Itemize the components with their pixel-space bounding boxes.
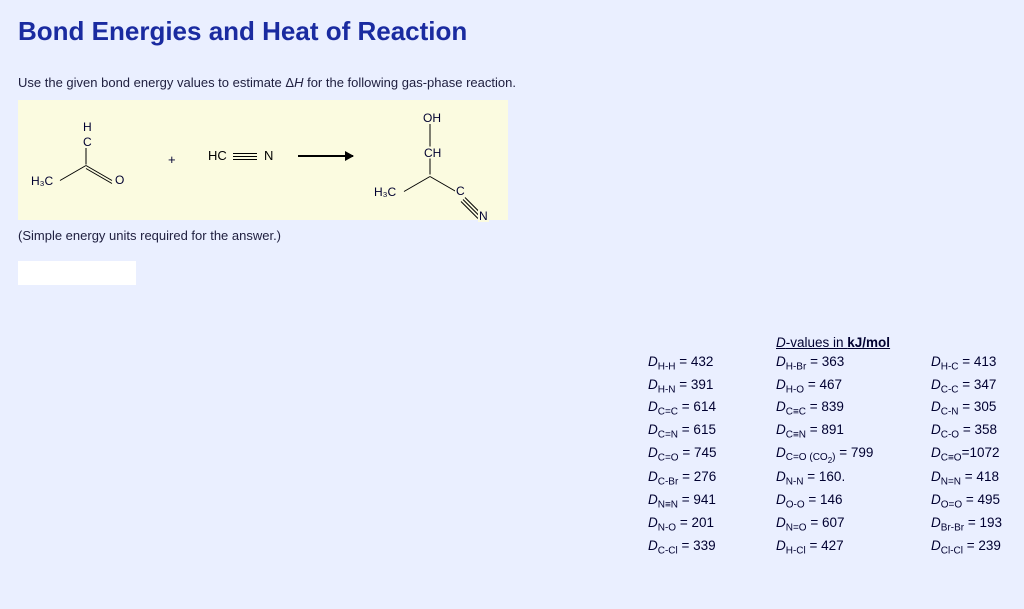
d-value-cell: DN-N = 160. — [776, 469, 931, 488]
d-value-cell: DH-H = 432 — [648, 354, 776, 373]
d-value-cell: DN-O = 201 — [648, 515, 776, 534]
instruction-text: Use the given bond energy values to esti… — [18, 75, 1006, 90]
atom-h3c: H₃C — [30, 175, 54, 187]
atom-o: O — [114, 174, 125, 186]
atom-ch: CH — [423, 147, 442, 159]
d-value-cell: DC-Br = 276 — [648, 469, 776, 488]
d-values-header: D-values in kJ/mol — [776, 335, 1006, 350]
reactant-hcn: HC N — [208, 148, 273, 163]
d-value-cell: DH-N = 391 — [648, 377, 776, 396]
d-value-cell: DC=O (CO2) = 799 — [776, 445, 931, 466]
d-value-cell: DN≡N = 941 — [648, 492, 776, 511]
d-value-cell: DO=O = 495 — [931, 492, 1024, 511]
atom-n-prod: N — [478, 210, 489, 222]
d-value-cell: DO-O = 146 — [776, 492, 931, 511]
d-value-cell: DC≡O=1072 — [931, 445, 1024, 466]
d-value-cell: DC≡C = 839 — [776, 399, 931, 418]
d-value-cell: DC-C = 347 — [931, 377, 1024, 396]
d-value-cell: DC=O = 745 — [648, 445, 776, 466]
atom-oh: OH — [422, 112, 442, 124]
plus-sign: + — [168, 152, 176, 167]
d-value-cell: DN=O = 607 — [776, 515, 931, 534]
atom-h: H — [82, 121, 93, 133]
d-value-cell: DH-Br = 363 — [776, 354, 931, 373]
d-value-cell: DN=N = 418 — [931, 469, 1024, 488]
d-value-cell: DC≡N = 891 — [776, 422, 931, 441]
answer-input[interactable] — [18, 261, 136, 285]
d-values-section: D-values in kJ/mol DH-H = 432DH-Br = 363… — [648, 335, 1006, 556]
d-value-cell: DC-Cl = 339 — [648, 538, 776, 557]
d-value-cell: DH-O = 467 — [776, 377, 931, 396]
reaction-diagram: H₃C O C H + HC N H₃C CH OH C N — [18, 100, 508, 220]
atom-c-prod: C — [455, 185, 466, 197]
d-value-cell: DH-C = 413 — [931, 354, 1024, 373]
reaction-arrow — [298, 155, 353, 157]
d-value-cell: DH-Cl = 427 — [776, 538, 931, 557]
units-note: (Simple energy units required for the an… — [18, 228, 1006, 243]
page-title: Bond Energies and Heat of Reaction — [18, 16, 1006, 47]
d-value-cell: DC=N = 615 — [648, 422, 776, 441]
d-value-cell: DBr-Br = 193 — [931, 515, 1024, 534]
d-value-cell: DC-N = 305 — [931, 399, 1024, 418]
d-values-table: DH-H = 432DH-Br = 363DH-C = 413DH-N = 39… — [648, 354, 1006, 556]
atom-c: C — [82, 136, 93, 148]
d-value-cell: DC=C = 614 — [648, 399, 776, 418]
atom-h3c-prod: H₃C — [373, 186, 397, 198]
d-value-cell: DC-O = 358 — [931, 422, 1024, 441]
d-value-cell: DCl-Cl = 239 — [931, 538, 1024, 557]
